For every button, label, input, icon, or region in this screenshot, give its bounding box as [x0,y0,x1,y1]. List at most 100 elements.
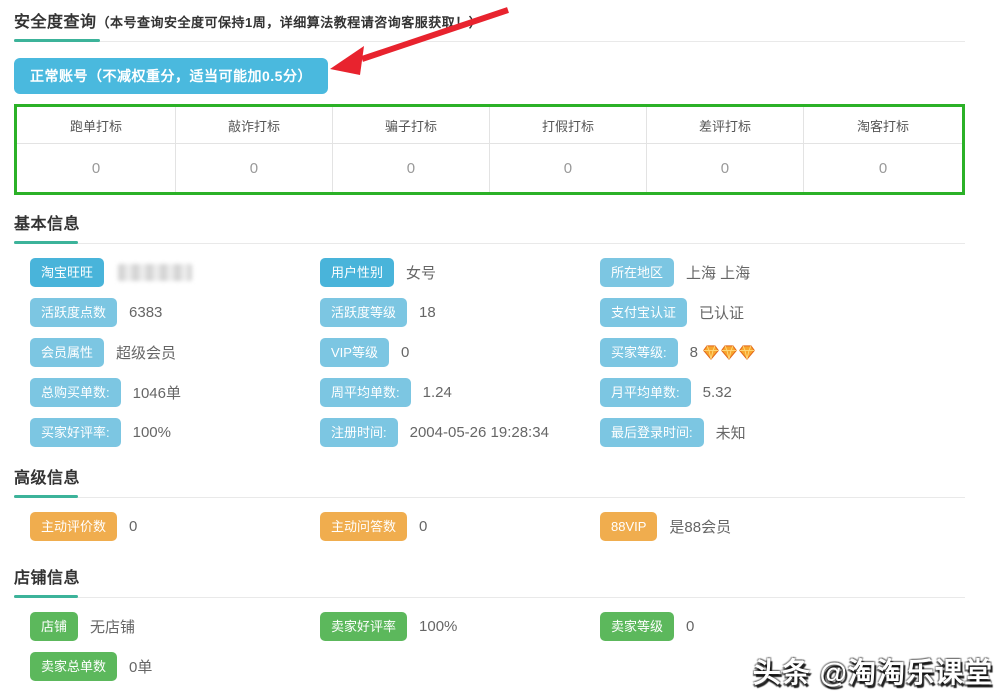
field-value: 0 [419,518,428,535]
section-divider [14,495,965,498]
field-label: 主动评价数 [30,512,118,541]
field-label: 会员属性 [30,338,105,367]
flag-column-header: 骗子打标 [331,105,490,144]
section-title-basic-info: 基本信息 [14,216,81,233]
section-title-shop-info: 店铺信息 [14,570,81,587]
field-active-qa: 主动问答数 0 [320,512,600,541]
flag-value: 0 [331,143,490,194]
diamond-icon [739,345,755,360]
page-title-note: （本号查询安全度可保持1周，详细算法教程请咨询客服获取！） [96,15,483,30]
flag-column-header: 打假打标 [488,105,647,144]
basic-info-grid: 淘宝旺旺 用户性别 女号 所在地区 上海 上海 活跃度点数 6383 活跃度等级… [30,258,965,447]
section-title-advanced-info: 高级信息 [14,470,81,487]
field-label: 月平均单数: [600,378,691,407]
diamond-icon [703,345,719,360]
field-value: 0 [400,344,410,361]
shop-info-grid: 店铺 无店铺 卖家好评率 100% 卖家等级 0 卖家总单数 0单 [30,612,965,681]
field-value: 女号 [406,265,437,282]
field-buyer-level: 买家等级: 8 [600,338,965,367]
diamond-icon [721,345,737,360]
field-value: 已认证 [699,305,745,322]
field-label: VIP等级 [320,338,389,367]
field-value: 是88会员 [669,519,732,536]
field-label: 买家好评率: [30,418,121,447]
field-weekly-average: 周平均单数: 1.24 [320,378,600,407]
field-label: 淘宝旺旺 [30,258,105,287]
field-activity-points: 活跃度点数 6383 [30,298,320,327]
flag-value: 0 [488,143,647,194]
flag-value: 0 [15,143,176,194]
field-total-purchases: 总购买单数: 1046单 [30,378,320,407]
field-label: 店铺 [30,612,79,641]
field-seller-positive-rate: 卖家好评率 100% [320,612,600,641]
title-divider [14,39,965,42]
flag-value: 0 [174,143,333,194]
page-title-text: 安全度查询 [14,14,97,31]
field-label: 88VIP [600,512,658,541]
field-value: 6383 [129,304,163,321]
page-title: 安全度查询（本号查询安全度可保持1周，详细算法教程请咨询客服获取！） [14,8,965,32]
field-label: 买家等级: [600,338,678,367]
field-value: 2004-05-26 19:28:34 [409,424,549,441]
wangwang-value-redacted [118,264,193,281]
field-gender: 用户性别 女号 [320,258,600,287]
field-label: 周平均单数: [320,378,411,407]
field-value: 0单 [129,659,153,676]
flag-column-header: 差评打标 [645,105,804,144]
field-value: 18 [419,304,436,321]
red-arrow-annotation-icon [330,7,509,75]
field-value: 上海 上海 [686,265,751,282]
field-buyer-positive-rate: 买家好评率: 100% [30,418,320,447]
field-label: 所在地区 [600,258,675,287]
flag-column-header: 淘客打标 [802,105,965,144]
field-value: 无店铺 [90,619,136,636]
field-register-time: 注册时间: 2004-05-26 19:28:34 [320,418,600,447]
field-value: 8 [689,344,698,361]
field-activity-level: 活跃度等级 18 [320,298,600,327]
field-label: 注册时间: [320,418,398,447]
flag-value: 0 [802,143,965,194]
field-value: 1046单 [132,385,181,402]
field-value: 0 [686,618,695,635]
flag-marks-header-row: 跑单打标 敲诈打标 骗子打标 打假打标 差评打标 淘客打标 [15,105,965,144]
flag-column-header: 跑单打标 [15,105,176,144]
flag-marks-value-row: 0 0 0 0 0 0 [15,143,965,194]
field-value: 100% [419,618,458,635]
field-label: 最后登录时间: [600,418,704,447]
field-value: 100% [132,424,171,441]
field-monthly-average: 月平均单数: 5.32 [600,378,965,407]
field-label: 支付宝认证 [600,298,688,327]
field-active-reviews: 主动评价数 0 [30,512,320,541]
field-value: 5.32 [702,384,732,401]
field-vip-level: VIP等级 0 [320,338,600,367]
section-divider [14,241,965,244]
field-88vip: 88VIP 是88会员 [600,512,965,541]
field-label: 用户性别 [320,258,395,287]
field-label: 卖家总单数 [30,652,118,681]
field-member-attribute: 会员属性 超级会员 [30,338,320,367]
advanced-info-grid: 主动评价数 0 主动问答数 0 88VIP 是88会员 [30,512,965,541]
field-value: 1.24 [422,384,452,401]
field-last-login: 最后登录时间: 未知 [600,418,965,447]
flag-marks-table: 跑单打标 敲诈打标 骗子打标 打假打标 差评打标 淘客打标 0 0 0 0 0 … [14,104,965,195]
flag-value: 0 [645,143,804,194]
field-label: 活跃度点数 [30,298,118,327]
flag-column-header: 敲诈打标 [174,105,333,144]
field-wangwang: 淘宝旺旺 [30,258,320,287]
field-label: 活跃度等级 [320,298,408,327]
field-value: 超级会员 [116,345,177,362]
field-label: 卖家等级 [600,612,675,641]
field-seller-level: 卖家等级 0 [600,612,965,641]
field-value: 未知 [715,425,746,442]
section-divider [14,595,965,598]
field-value: 0 [129,518,138,535]
field-shop: 店铺 无店铺 [30,612,320,641]
field-label: 卖家好评率 [320,612,408,641]
account-status-button[interactable]: 正常账号（不减权重分，适当可能加0.5分） [14,58,328,94]
field-seller-total-orders: 卖家总单数 0单 [30,652,320,681]
field-label: 总购买单数: [30,378,121,407]
field-label: 主动问答数 [320,512,408,541]
field-alipay-verified: 支付宝认证 已认证 [600,298,965,327]
diamond-icons [703,345,755,360]
